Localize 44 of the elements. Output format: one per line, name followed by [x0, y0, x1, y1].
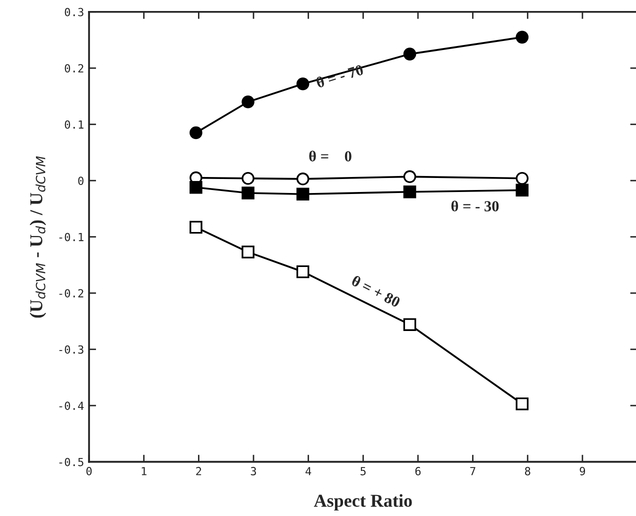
point	[242, 246, 254, 258]
point	[296, 77, 310, 90]
x-tick-label: 9	[580, 466, 586, 476]
point	[242, 95, 254, 108]
x-tick-label: 0	[86, 466, 92, 476]
point	[242, 186, 254, 200]
point	[516, 30, 529, 44]
point	[190, 126, 202, 140]
y-tick-label: -0.1	[59, 232, 84, 242]
point	[403, 318, 416, 331]
y-axis-title: (U$_{dCVM}$ - U$_{d}$) / U$_{dCVM}$	[30, 156, 46, 318]
x-tick-label: 6	[415, 466, 421, 476]
x-tick-label: 3	[250, 466, 256, 476]
point	[190, 180, 202, 194]
y-tick-label: -0.3	[59, 345, 84, 354]
point	[403, 48, 416, 60]
y-tick-label: 0	[78, 176, 84, 186]
point	[403, 170, 416, 184]
x-tick-label: 5	[360, 467, 366, 476]
point	[296, 188, 310, 200]
y-tick-label: -0.2	[59, 289, 84, 298]
point	[516, 184, 529, 197]
y-tick-label: 0.2	[64, 64, 84, 73]
x-tick-label: 7	[470, 467, 476, 476]
x-tick-label: 8	[524, 466, 530, 476]
x-tick-label: 2	[196, 466, 202, 476]
annotation: θ = + 80	[350, 274, 402, 308]
point	[190, 220, 202, 234]
y-tick-label: 0.3	[64, 8, 84, 16]
point	[516, 172, 529, 185]
x-tick-label: 1	[142, 467, 146, 476]
y-tick-label: 0.1	[64, 120, 84, 129]
point	[242, 172, 254, 185]
y-tick-label: -0.4	[59, 402, 84, 410]
annotation: θ = - 70	[315, 64, 364, 88]
point	[403, 185, 416, 198]
annotation: θ = 0	[309, 150, 352, 162]
point	[516, 398, 529, 410]
point	[296, 265, 310, 278]
annotation: θ = - 30	[451, 200, 499, 212]
point	[296, 172, 310, 186]
y-tick-label: -0.5	[59, 458, 84, 466]
x-axis-title: Aspect Ratio	[314, 494, 412, 511]
x-tick-label: 4	[306, 467, 312, 476]
